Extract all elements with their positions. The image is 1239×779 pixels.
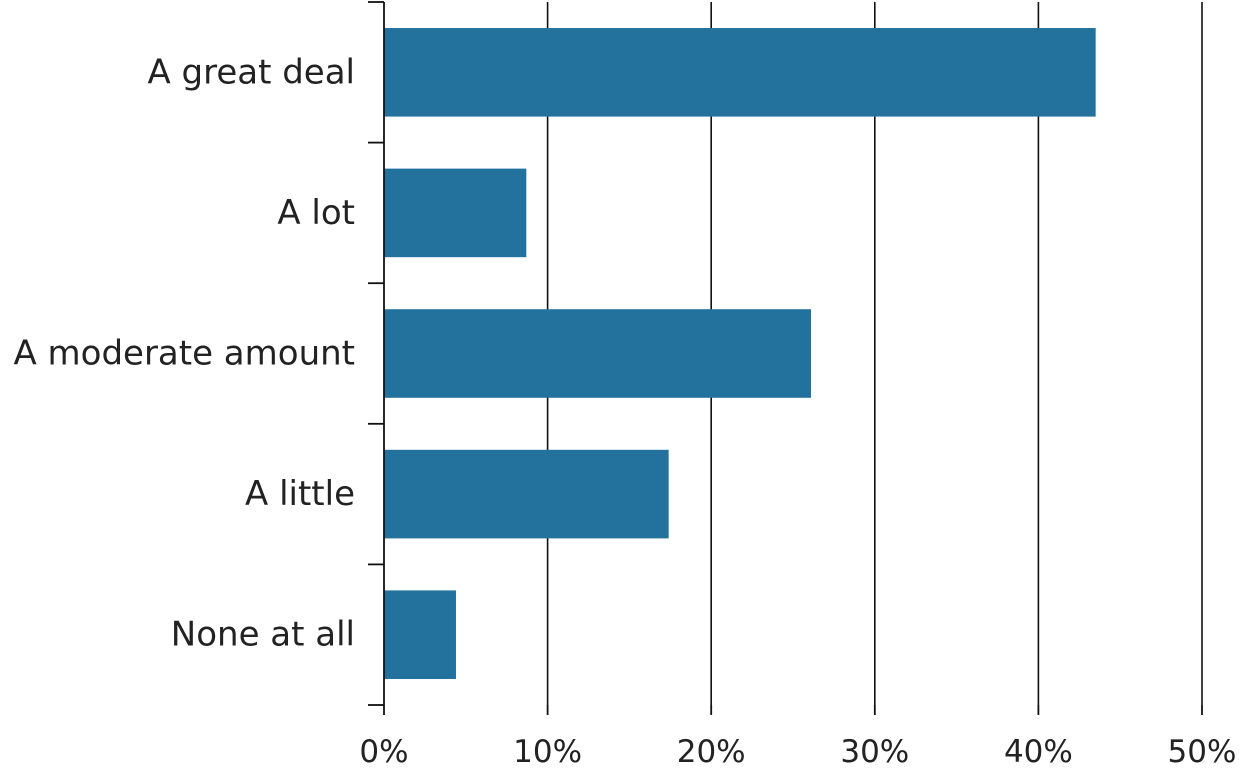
bars [384, 28, 1096, 679]
x-tick-labels: 0% 10% 20% 30% 40% 50% [359, 734, 1236, 770]
x-tick-label-1: 10% [513, 734, 582, 770]
axes [368, 1, 1203, 715]
x-tick-label-4: 40% [1004, 734, 1073, 770]
x-tick-label-5: 50% [1168, 734, 1237, 770]
bar-3 [384, 449, 669, 539]
category-label-0: A great deal [147, 52, 355, 92]
category-label-2: A moderate amount [13, 334, 355, 374]
bar-0 [384, 28, 1096, 117]
x-tick-label-2: 20% [677, 734, 746, 770]
gridlines [546, 2, 1203, 705]
bar-2 [384, 309, 811, 398]
category-labels: A great deal A lot A moderate amount A litt… [13, 52, 355, 654]
x-tick-label-0: 0% [359, 734, 408, 770]
bar-1 [384, 168, 527, 258]
x-tick-label-3: 30% [840, 734, 909, 770]
category-label-4: None at all [171, 615, 355, 655]
bar-4 [384, 590, 456, 679]
category-label-1: A lot [277, 193, 355, 233]
category-label-3: A little [245, 474, 355, 514]
